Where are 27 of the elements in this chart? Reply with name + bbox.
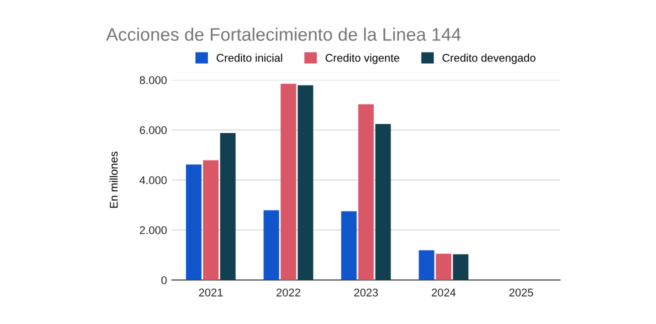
y-tick-label: 2.000 (140, 226, 167, 234)
legend-label: Credito devengado (442, 54, 536, 64)
y-tick-label: 8.000 (140, 76, 167, 84)
bar (280, 84, 296, 280)
x-tick-label: 2025 (509, 288, 534, 296)
bar (264, 210, 280, 280)
bar (375, 124, 391, 280)
bar (203, 160, 219, 280)
chart-title: Acciones de Fortalecimiento de la Linea 144 (106, 28, 461, 41)
bar (220, 133, 236, 280)
x-tick-label: 2021 (199, 288, 223, 296)
bar (452, 254, 468, 280)
y-axis-title: En millones (110, 152, 118, 208)
x-tick-label: 2023 (354, 288, 378, 296)
bar (436, 254, 452, 280)
bar (341, 211, 357, 280)
y-tick-label: 0 (161, 276, 167, 284)
bar (186, 164, 202, 280)
bar (298, 85, 314, 280)
y-tick-label: 6.000 (140, 126, 167, 134)
bar (418, 250, 434, 280)
x-tick-label: 2024 (432, 288, 456, 296)
x-tick-label: 2022 (276, 288, 300, 296)
bar (358, 104, 374, 280)
legend-label: Credito vigente (326, 54, 400, 64)
legend-label: Credito inicial (216, 54, 282, 62)
y-tick-label: 4.000 (140, 176, 167, 184)
